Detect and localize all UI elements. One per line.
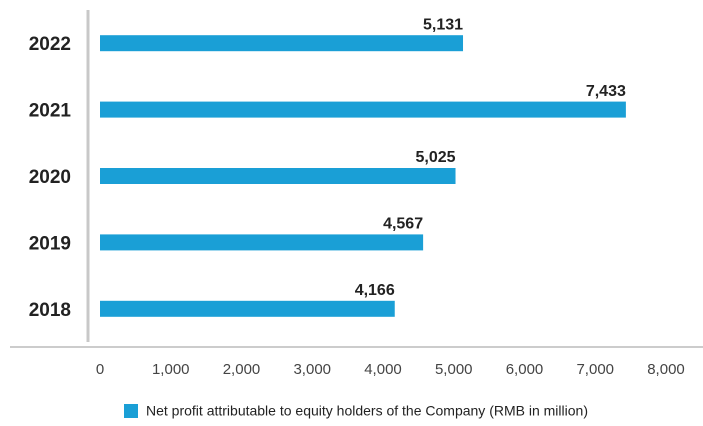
x-tick-label: 8,000 <box>647 361 685 378</box>
y-tick-label: 2022 <box>29 34 71 55</box>
value-label: 5,025 <box>415 149 455 166</box>
x-tick-label: 2,000 <box>223 361 261 378</box>
x-tick-label: 0 <box>96 361 104 378</box>
value-label: 4,166 <box>355 282 395 299</box>
y-tick-label: 2020 <box>29 167 71 188</box>
x-tick-label: 5,000 <box>435 361 473 378</box>
x-tick-label: 6,000 <box>506 361 544 378</box>
value-label: 5,131 <box>423 16 463 33</box>
value-label: 7,433 <box>586 83 626 100</box>
legend-swatch <box>124 404 138 418</box>
bar <box>100 101 626 118</box>
x-tick-label: 7,000 <box>576 361 614 378</box>
y-tick-label: 2021 <box>29 101 72 122</box>
x-tick-label: 1,000 <box>152 361 190 378</box>
x-tick-label: 4,000 <box>364 361 402 378</box>
bar <box>100 168 456 184</box>
value-label: 4,567 <box>383 216 423 233</box>
x-tick-label: 3,000 <box>293 361 331 378</box>
bar <box>100 300 395 317</box>
y-tick-label: 2019 <box>29 233 71 254</box>
bar <box>100 35 464 52</box>
legend-label: Net profit attributable to equity holder… <box>146 403 588 419</box>
bar <box>100 234 424 251</box>
y-tick-label: 2018 <box>29 300 71 321</box>
